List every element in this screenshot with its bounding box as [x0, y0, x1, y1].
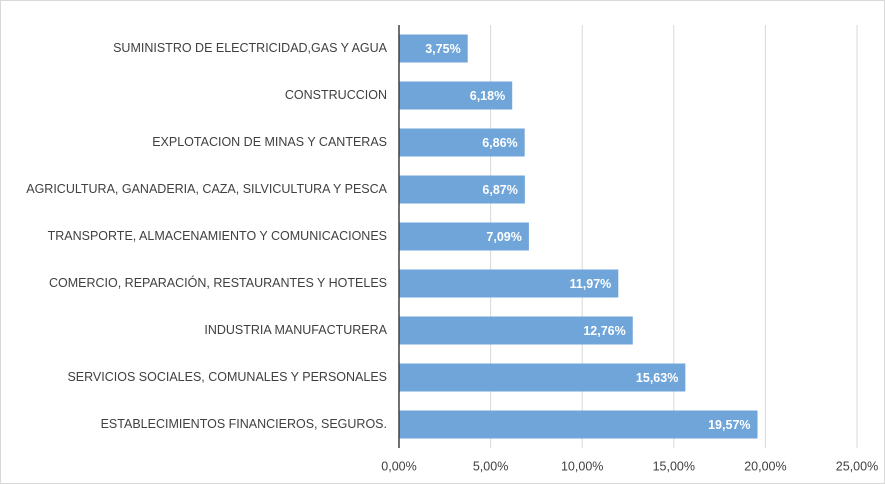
- value-label: 11,97%: [570, 277, 612, 291]
- bar: [399, 410, 758, 439]
- bar: [399, 316, 633, 345]
- value-label: 15,63%: [636, 371, 678, 385]
- x-tick-label: 5,00%: [473, 459, 508, 473]
- value-label: 6,87%: [482, 183, 517, 197]
- y-tick-label: SUMINISTRO DE ELECTRICIDAD,GAS Y AGUA: [113, 41, 388, 55]
- bar: [399, 363, 686, 392]
- x-tick-label: 25,00%: [836, 459, 878, 473]
- value-label: 3,75%: [425, 42, 460, 56]
- value-label: 6,86%: [482, 136, 517, 150]
- y-tick-label: COMERCIO, REPARACIÓN, RESTAURANTES Y HOT…: [49, 275, 387, 290]
- y-tick-label: SERVICIOS SOCIALES, COMUNALES Y PERSONAL…: [67, 370, 387, 384]
- y-tick-label: EXPLOTACION DE MINAS Y CANTERAS: [152, 135, 387, 149]
- y-tick-label: AGRICULTURA, GANADERIA, CAZA, SILVICULTU…: [26, 182, 387, 196]
- y-tick-label: TRANSPORTE, ALMACENAMIENTO Y COMUNICACIO…: [48, 229, 387, 243]
- y-tick-label: CONSTRUCCION: [285, 88, 387, 102]
- y-tick-label: ESTABLECIMIENTOS FINANCIEROS, SEGUROS.: [101, 417, 387, 431]
- x-tick-label: 0,00%: [381, 459, 416, 473]
- bar: [399, 269, 619, 298]
- x-tick-label: 20,00%: [744, 459, 786, 473]
- x-tick-label: 10,00%: [561, 459, 603, 473]
- x-tick-label: 15,00%: [653, 459, 695, 473]
- bar: [399, 81, 513, 110]
- value-label: 7,09%: [486, 230, 521, 244]
- y-tick-label: INDUSTRIA MANUFACTURERA: [204, 323, 387, 337]
- bar: [399, 222, 529, 251]
- value-label: 12,76%: [583, 324, 625, 338]
- value-label: 6,18%: [470, 89, 505, 103]
- bar: [399, 34, 468, 63]
- bar: [399, 175, 525, 204]
- value-label: 19,57%: [708, 418, 750, 432]
- bar: [399, 128, 525, 157]
